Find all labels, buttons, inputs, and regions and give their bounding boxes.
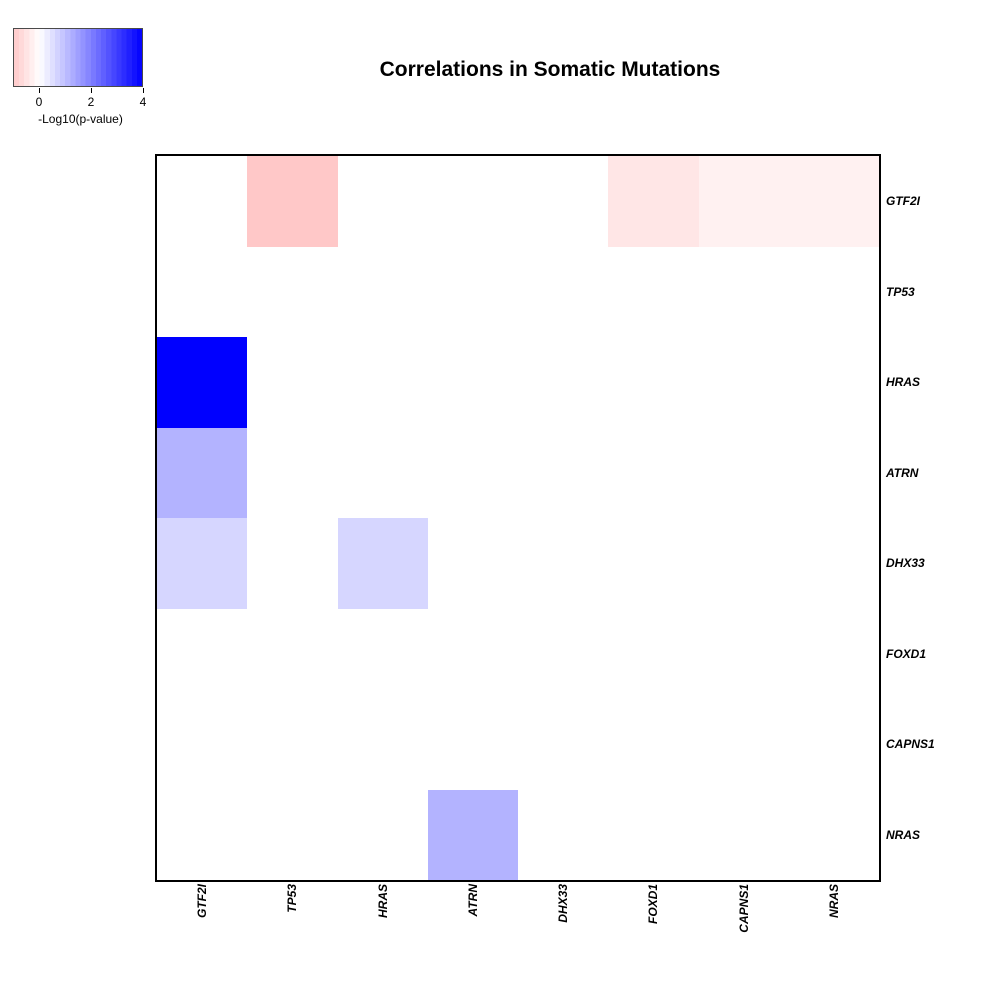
heatmap-cell-GTF2I-CAPNS1 <box>698 156 789 247</box>
colorbar-tick-mark <box>39 88 40 93</box>
heatmap-cell-ATRN-GTF2I <box>157 427 248 518</box>
col-label-FOXD1: FOXD1 <box>646 884 661 925</box>
row-label-DHX33: DHX33 <box>886 556 925 571</box>
heatmap-cell-GTF2I-TP53 <box>247 156 338 247</box>
col-label-ATRN: ATRN <box>465 884 480 917</box>
col-label-HRAS: HRAS <box>375 884 390 919</box>
chart-title: Correlations in Somatic Mutations <box>379 58 721 81</box>
row-label-GTF2I: GTF2I <box>886 194 921 209</box>
col-label-DHX33: DHX33 <box>556 884 571 923</box>
row-label-CAPNS1: CAPNS1 <box>886 737 935 752</box>
colorbar-tick-label: 0 <box>35 95 43 109</box>
colorbar-tick-label: 4 <box>139 95 147 109</box>
row-label-ATRN: ATRN <box>886 465 919 480</box>
heatmap-cell-DHX33-HRAS <box>337 518 428 609</box>
row-label-HRAS: HRAS <box>886 375 921 390</box>
colorbar-tick-label: 2 <box>87 95 95 109</box>
colorbar-tick-mark <box>91 88 92 93</box>
col-label-GTF2I: GTF2I <box>195 884 210 919</box>
col-label-TP53: TP53 <box>285 884 300 913</box>
row-label-TP53: TP53 <box>886 284 915 299</box>
col-label-CAPNS1: CAPNS1 <box>736 884 751 933</box>
heatmap-cell-GTF2I-FOXD1 <box>608 156 699 247</box>
row-label-NRAS: NRAS <box>886 827 921 842</box>
row-label-FOXD1: FOXD1 <box>886 646 927 661</box>
heatmap-cell-DHX33-GTF2I <box>157 518 248 609</box>
colorbar-gradient <box>13 28 143 87</box>
heatmap-cell-NRAS-ATRN <box>427 789 518 880</box>
col-label-NRAS: NRAS <box>826 884 841 919</box>
heatmap-cell-GTF2I-NRAS <box>788 156 879 247</box>
colorbar-tick-mark <box>143 88 144 93</box>
heatmap-plot-area <box>155 154 881 882</box>
colorbar-axis-label: -Log10(p-value) <box>38 112 123 126</box>
heatmap-cell-HRAS-GTF2I <box>157 337 248 428</box>
